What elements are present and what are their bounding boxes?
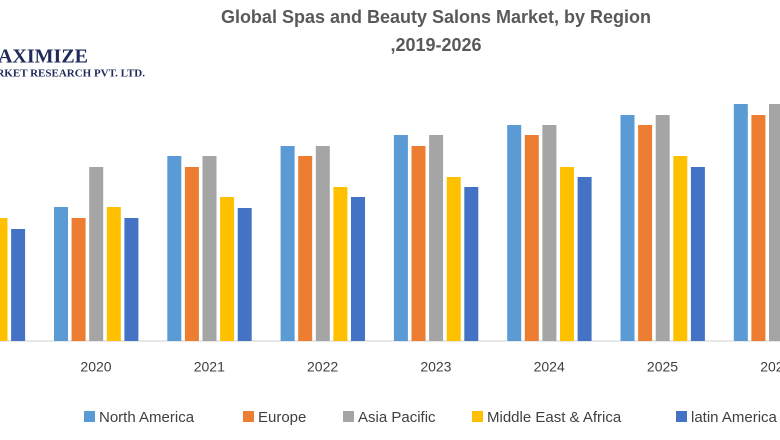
x-tick-label: 2026 <box>760 359 780 375</box>
chart-title: Global Spas and Beauty Salons Market, by… <box>221 7 651 27</box>
bar <box>280 146 295 341</box>
bar <box>577 177 592 341</box>
bar <box>71 218 86 341</box>
legend-swatch <box>472 411 483 422</box>
bar <box>124 218 139 341</box>
bar <box>315 146 330 341</box>
bar <box>751 115 766 341</box>
bar <box>733 104 748 341</box>
bar <box>11 229 26 341</box>
bar <box>507 125 522 341</box>
x-tick-label: 2024 <box>534 359 565 375</box>
legend-swatch <box>343 411 354 422</box>
bar <box>106 207 121 341</box>
legend-label: Europe <box>258 409 306 426</box>
x-tick-label: 2020 <box>80 359 111 375</box>
bar <box>673 156 688 341</box>
bar <box>411 146 426 341</box>
x-tick-label: 2025 <box>647 359 678 375</box>
logo-name: MAXIMIZE <box>0 46 88 68</box>
bar <box>351 197 365 341</box>
bar <box>769 104 780 341</box>
bar <box>333 187 348 341</box>
bar <box>0 218 8 341</box>
legend-swatch <box>676 411 687 422</box>
bar <box>542 125 557 341</box>
bar <box>237 208 252 341</box>
bar <box>298 156 313 341</box>
bar <box>429 135 444 341</box>
logo-tagline: MARKET RESEARCH PVT. LTD. <box>0 68 145 80</box>
bar <box>560 167 574 341</box>
bar <box>167 156 182 341</box>
bar <box>524 135 539 341</box>
bar <box>446 177 461 341</box>
legend-label: latin America <box>691 409 778 426</box>
legend-label: Asia Pacific <box>358 409 436 426</box>
x-tick-label: 2021 <box>194 359 225 375</box>
bar <box>54 207 68 341</box>
legend-label: Middle East & Africa <box>487 409 622 426</box>
bar <box>393 135 408 341</box>
bar <box>638 125 653 341</box>
bar <box>184 167 199 341</box>
bar <box>655 115 670 341</box>
bar <box>202 156 217 341</box>
x-tick-label: 2023 <box>420 359 451 375</box>
x-tick-label: 2022 <box>307 359 338 375</box>
bar <box>89 167 104 341</box>
bar <box>690 167 705 341</box>
bar <box>220 197 235 341</box>
bar <box>464 187 479 341</box>
legend-swatch <box>243 411 254 422</box>
chart-subtitle: ,2019-2026 <box>390 35 481 55</box>
legend-label: North America <box>99 409 195 426</box>
legend-swatch <box>84 411 95 422</box>
bar <box>620 115 635 341</box>
